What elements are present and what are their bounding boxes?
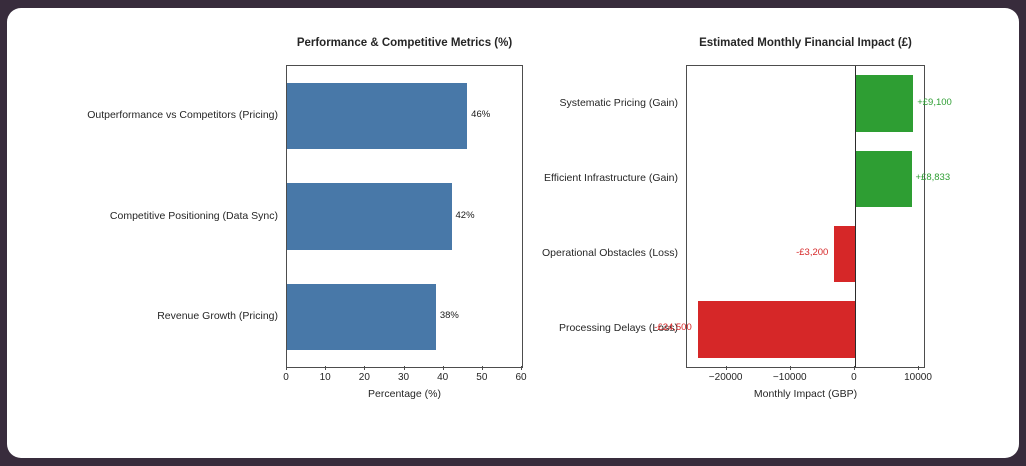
zero-axis-line (854, 66, 856, 367)
x-tick-mark (725, 366, 727, 370)
bar (697, 301, 855, 358)
y-category-label: Revenue Growth (Pricing) (157, 309, 278, 322)
chart-title: Performance & Competitive Metrics (%) (296, 37, 513, 49)
x-tick-label: 40 (437, 372, 449, 383)
bar-value-label: -£3,200 (796, 247, 829, 259)
bar (834, 225, 855, 283)
plot-area (686, 65, 925, 368)
x-tick-mark (286, 366, 287, 370)
bar (287, 83, 468, 150)
bar-value-label: 46% (471, 109, 491, 121)
bar (287, 283, 436, 350)
x-tick-mark (364, 366, 366, 370)
x-axis-label: Monthly Impact (GBP) (753, 388, 858, 400)
bar-value-label: 42% (455, 209, 475, 221)
y-category-label: Processing Delays (Loss) (558, 322, 678, 335)
x-tick-label: 0 (851, 372, 857, 383)
x-tick-mark (442, 366, 444, 370)
x-tick-mark (853, 366, 855, 370)
bar (854, 75, 914, 132)
bar (287, 183, 452, 250)
bar-value-label: +£8,833 (915, 171, 951, 183)
x-tick-mark (789, 366, 791, 370)
x-tick-mark (481, 366, 483, 370)
x-tick-label: 10000 (904, 372, 932, 383)
x-tick-mark (325, 366, 327, 370)
plot-area (286, 65, 523, 368)
x-tick-label: −20000 (708, 372, 743, 383)
x-tick-label: 30 (397, 372, 410, 383)
chart-title: Estimated Monthly Financial Impact (£) (699, 37, 912, 49)
x-tick-mark (917, 366, 919, 370)
x-axis-label: Percentage (%) (368, 388, 441, 400)
x-tick-mark (403, 366, 405, 370)
y-category-label: Efficient Infrastructure (Gain) (543, 171, 678, 184)
x-tick-label: 20 (358, 372, 370, 383)
x-tick-label: 10 (319, 372, 331, 383)
x-tick-mark (521, 366, 522, 370)
x-tick-label: 50 (476, 372, 488, 383)
y-category-label: Outperformance vs Competitors (Pricing) (87, 109, 278, 122)
bar (854, 150, 912, 208)
bar-value-label: 38% (439, 309, 459, 321)
bar-value-label: -£24,500 (654, 322, 692, 334)
y-category-label: Competitive Positioning (Data Sync) (109, 209, 278, 222)
y-category-label: Systematic Pricing (Gain) (559, 96, 678, 109)
x-tick-label: 60 (515, 372, 527, 383)
y-category-label: Operational Obstacles (Loss) (542, 247, 678, 260)
x-tick-label: 0 (283, 372, 289, 383)
x-tick-label: −10000 (772, 372, 807, 383)
bar-value-label: +£9,100 (917, 96, 952, 108)
